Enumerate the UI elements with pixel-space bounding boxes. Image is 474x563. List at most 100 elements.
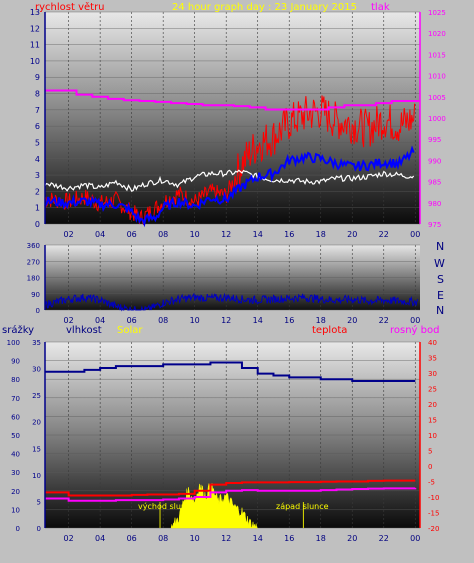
wind-tick-label: 11 (30, 41, 40, 50)
humidity-tick-label: 80 (11, 376, 20, 384)
humidity-tick-label: 0 (16, 525, 20, 533)
wind-pressure-plot (45, 12, 420, 224)
temp-humidity-series (45, 361, 417, 529)
compass-w: W (434, 257, 445, 270)
wind-tick-label: 9 (35, 73, 40, 82)
compass-s: S (437, 273, 444, 286)
sunset-label: západ slunce (276, 502, 329, 511)
direction-tick-label: 90 (31, 291, 40, 299)
temperature-label: teplota (312, 325, 347, 336)
pressure-line (45, 89, 420, 111)
temperature-tick-label: -10 (428, 494, 439, 502)
pressure-tick-label: 1020 (428, 30, 446, 38)
wind-tick-label: 2 (35, 187, 40, 196)
x-tick-label: 00 (410, 534, 420, 543)
humidity-tick-label: 30 (11, 469, 20, 477)
x-tick-label: 06 (127, 230, 137, 239)
x-tick-label: 10 (190, 230, 200, 239)
x-tick-label: 02 (64, 534, 74, 543)
solar-label: Solar (117, 325, 143, 336)
direction-tick-label: 0 (36, 307, 40, 315)
temperature-tick-label: -15 (428, 510, 439, 518)
x-tick-label: 04 (95, 230, 105, 239)
x-tick-label: 02 (64, 316, 74, 325)
x-tick-label: 20 (347, 316, 357, 325)
precip-tick-label: 15 (32, 445, 41, 453)
pressure-tick-label: 1025 (428, 9, 446, 17)
chart-title: 24 hour graph day : 23 January 2015 (172, 2, 357, 13)
x-tick-label: 14 (253, 534, 263, 543)
humidity-label: vlhkost (66, 325, 102, 336)
x-tick-label: 16 (284, 316, 294, 325)
wind-tick-label: 0 (35, 220, 40, 229)
pressure-tick-label: 985 (428, 179, 441, 187)
precip-tick-label: 20 (32, 419, 41, 427)
precip-tick-label: 5 (37, 498, 41, 506)
precip-tick-label: 25 (32, 392, 41, 400)
x-tick-label: 04 (95, 534, 105, 543)
humidity-tick-label: 20 (11, 488, 20, 496)
x-tick-label: 10 (190, 534, 200, 543)
temp-grid (45, 341, 420, 529)
x-tick-label: 18 (316, 534, 326, 543)
x-tick-label: 16 (284, 534, 294, 543)
direction-tick-label: 360 (27, 242, 40, 250)
x-tick-label: 22 (379, 316, 389, 325)
dewpoint-label: rosný bod (390, 324, 439, 336)
pressure-tick-label: 980 (428, 200, 441, 208)
wind-tick-label: 12 (30, 24, 40, 33)
wind-tick-label: 6 (35, 122, 40, 131)
x-tick-label: 18 (316, 316, 326, 325)
temperature-tick-label: 0 (428, 463, 432, 471)
x-tick-label: 14 (253, 230, 263, 239)
wind-tick-label: 3 (35, 171, 40, 180)
direction-line (44, 292, 419, 312)
x-tick-label: 00 (410, 316, 420, 325)
wind-axis-title: rychlost větru (35, 1, 105, 13)
precip-tick-label: 0 (37, 525, 41, 533)
x-tick-label: 06 (127, 316, 137, 325)
x-tick-label: 00 (410, 230, 420, 239)
axis-labels: 0123456789101112139759809859909951000100… (7, 8, 446, 543)
x-tick-label: 14 (253, 316, 263, 325)
x-tick-label: 20 (347, 534, 357, 543)
temperature-tick-label: 40 (428, 339, 437, 347)
humidity-tick-label: 60 (11, 413, 20, 421)
temperature-tick-label: 15 (428, 417, 437, 425)
x-tick-label: 22 (379, 534, 389, 543)
humidity-tick-label: 90 (11, 358, 20, 366)
temperature-tick-label: 5 (428, 448, 432, 456)
precip-tick-label: 35 (32, 339, 41, 347)
x-tick-label: 02 (64, 230, 74, 239)
direction-tick-label: 180 (27, 275, 40, 283)
precip-tick-label: 30 (32, 366, 41, 374)
x-tick-label: 12 (221, 316, 231, 325)
temperature-tick-label: 30 (428, 370, 437, 378)
x-tick-label: 20 (347, 230, 357, 239)
wind-low-line (44, 169, 415, 192)
wind-pressure-series (44, 89, 420, 228)
sunrise-label: východ slunce (138, 502, 195, 511)
humidity-tick-label: 10 (11, 506, 20, 514)
compass-e: E (437, 289, 444, 302)
precip-label: srážky (2, 324, 34, 336)
humidity-tick-label: 40 (11, 451, 20, 459)
pressure-tick-label: 995 (428, 136, 441, 144)
temperature-tick-label: -5 (428, 479, 435, 487)
dewpoint-line (45, 487, 417, 502)
compass-n-bottom: N (436, 304, 444, 317)
wind-average-line (44, 145, 415, 228)
x-tick-label: 16 (284, 230, 294, 239)
pressure-tick-label: 1005 (428, 94, 446, 102)
pressure-tick-label: 1015 (428, 51, 446, 59)
temperature-tick-label: 10 (428, 432, 437, 440)
wind-tick-label: 13 (30, 8, 40, 17)
wind-tick-label: 4 (35, 155, 40, 164)
temperature-line (45, 479, 416, 497)
wind-grid (45, 11, 420, 225)
wind-tick-label: 1 (35, 204, 40, 213)
precip-tick-label: 10 (32, 472, 41, 480)
compass-n-top: N (436, 240, 444, 253)
